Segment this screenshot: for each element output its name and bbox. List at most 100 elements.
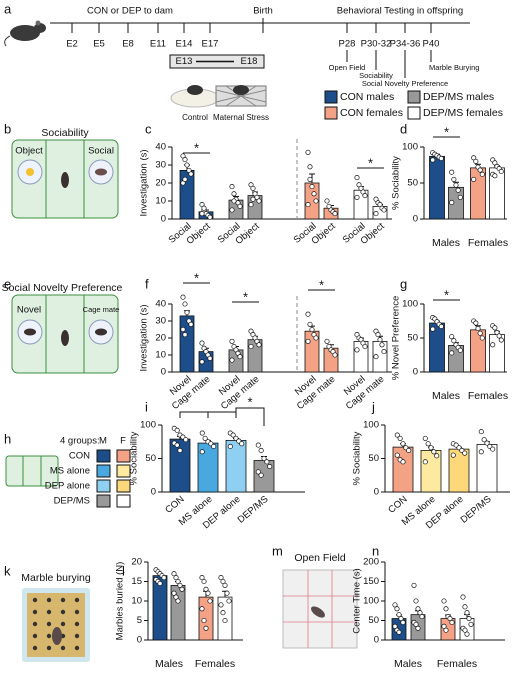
legend-label: DEP/MS females: [423, 107, 503, 119]
y-tick-label: 15: [131, 576, 142, 587]
data-point: [309, 326, 315, 333]
data-point: [398, 615, 404, 622]
data-point: [171, 590, 177, 596]
column-label: M: [99, 436, 107, 447]
data-point: [184, 162, 190, 168]
novel-mouse: [24, 328, 36, 336]
y-tick-label: 20: [131, 557, 142, 568]
group-swatch: [116, 494, 131, 508]
diagram-title: Sociability: [41, 127, 89, 139]
data-point: [264, 459, 270, 465]
data-point: [373, 354, 379, 360]
data-point: [248, 343, 254, 350]
data-point: [381, 207, 387, 213]
data-point: [237, 203, 243, 209]
group-label: MS alone: [50, 466, 90, 477]
data-point: [400, 441, 406, 447]
mouse-icon: [4, 20, 46, 47]
diagram-label: Cage mate: [83, 305, 120, 314]
group-label: Females: [468, 390, 508, 402]
y-axis-label: % Novel Preference: [391, 296, 402, 380]
data-point: [438, 323, 444, 329]
bar: [429, 155, 445, 220]
data-point: [462, 450, 468, 456]
postnatal-day: P28: [339, 39, 356, 50]
group-label: Males: [155, 658, 183, 670]
significance-star: *: [319, 277, 324, 292]
y-tick-label: 0: [161, 367, 166, 378]
data-point: [313, 198, 319, 204]
center-zone: [283, 570, 357, 648]
data-point: [161, 575, 167, 581]
data-point: [211, 443, 217, 449]
data-point: [498, 337, 504, 343]
bar: [179, 169, 195, 220]
group-label: CON: [69, 451, 90, 462]
data-point: [466, 615, 472, 622]
postnatal-day: P40: [423, 39, 440, 50]
y-tick-label: 0: [374, 487, 379, 498]
data-point: [224, 590, 230, 596]
data-point: [462, 604, 468, 610]
group-label: Males: [432, 237, 460, 249]
legend-label: CON females: [340, 107, 403, 119]
data-point: [222, 617, 228, 624]
test-mouse: [61, 330, 69, 346]
group-label: DEP alone: [45, 481, 90, 492]
data-point: [171, 571, 177, 577]
postnatal-day: P34-36: [390, 39, 421, 50]
data-point: [425, 441, 431, 447]
data-point: [332, 352, 338, 358]
data-point: [239, 441, 245, 447]
data-point: [464, 631, 470, 637]
data-point: [229, 357, 235, 363]
data-point: [447, 615, 453, 622]
data-point: [180, 294, 186, 300]
data-point: [201, 617, 207, 624]
data-point: [311, 191, 317, 197]
y-tick-label: 0: [413, 367, 418, 378]
data-point: [373, 211, 379, 217]
marble: [74, 621, 80, 627]
x-tick-label: CON: [163, 494, 186, 516]
data-point: [354, 347, 360, 353]
groups-title: 4 groups:: [60, 436, 100, 447]
data-point: [183, 437, 189, 443]
data-point: [188, 171, 194, 177]
significance-star: *: [444, 287, 449, 302]
data-point: [199, 575, 205, 581]
data-point: [449, 619, 455, 626]
panel-letter: c: [145, 121, 152, 136]
data-point: [478, 429, 484, 435]
y-tick-label: 10: [155, 196, 166, 207]
embryonic-day: E5: [93, 39, 105, 50]
data-point: [201, 205, 207, 211]
mouse: [311, 606, 325, 618]
data-point: [182, 176, 188, 182]
data-point: [455, 187, 461, 193]
y-tick-label: 10: [155, 350, 166, 361]
birth-label: Birth: [253, 6, 273, 17]
group-swatch: [96, 449, 111, 463]
data-point: [451, 176, 457, 182]
legend-label: CON males: [340, 91, 394, 103]
marble: [46, 609, 52, 615]
data-point: [490, 446, 496, 452]
group-swatch: [96, 464, 111, 478]
data-point: [441, 598, 447, 604]
data-point: [413, 621, 419, 627]
bar: [198, 596, 214, 641]
y-tick-label: 20: [155, 178, 166, 189]
data-point: [261, 455, 267, 462]
data-point: [201, 578, 207, 585]
data-point: [492, 173, 498, 179]
marbles: [32, 597, 80, 651]
test-label: Marble Burying: [429, 63, 479, 72]
data-point: [258, 447, 264, 454]
data-point: [177, 447, 183, 454]
data-point: [431, 449, 437, 455]
data-point: [203, 586, 209, 592]
embryonic-day: E17: [202, 39, 219, 50]
data-point: [422, 459, 428, 465]
panel-letter: b: [4, 121, 11, 136]
